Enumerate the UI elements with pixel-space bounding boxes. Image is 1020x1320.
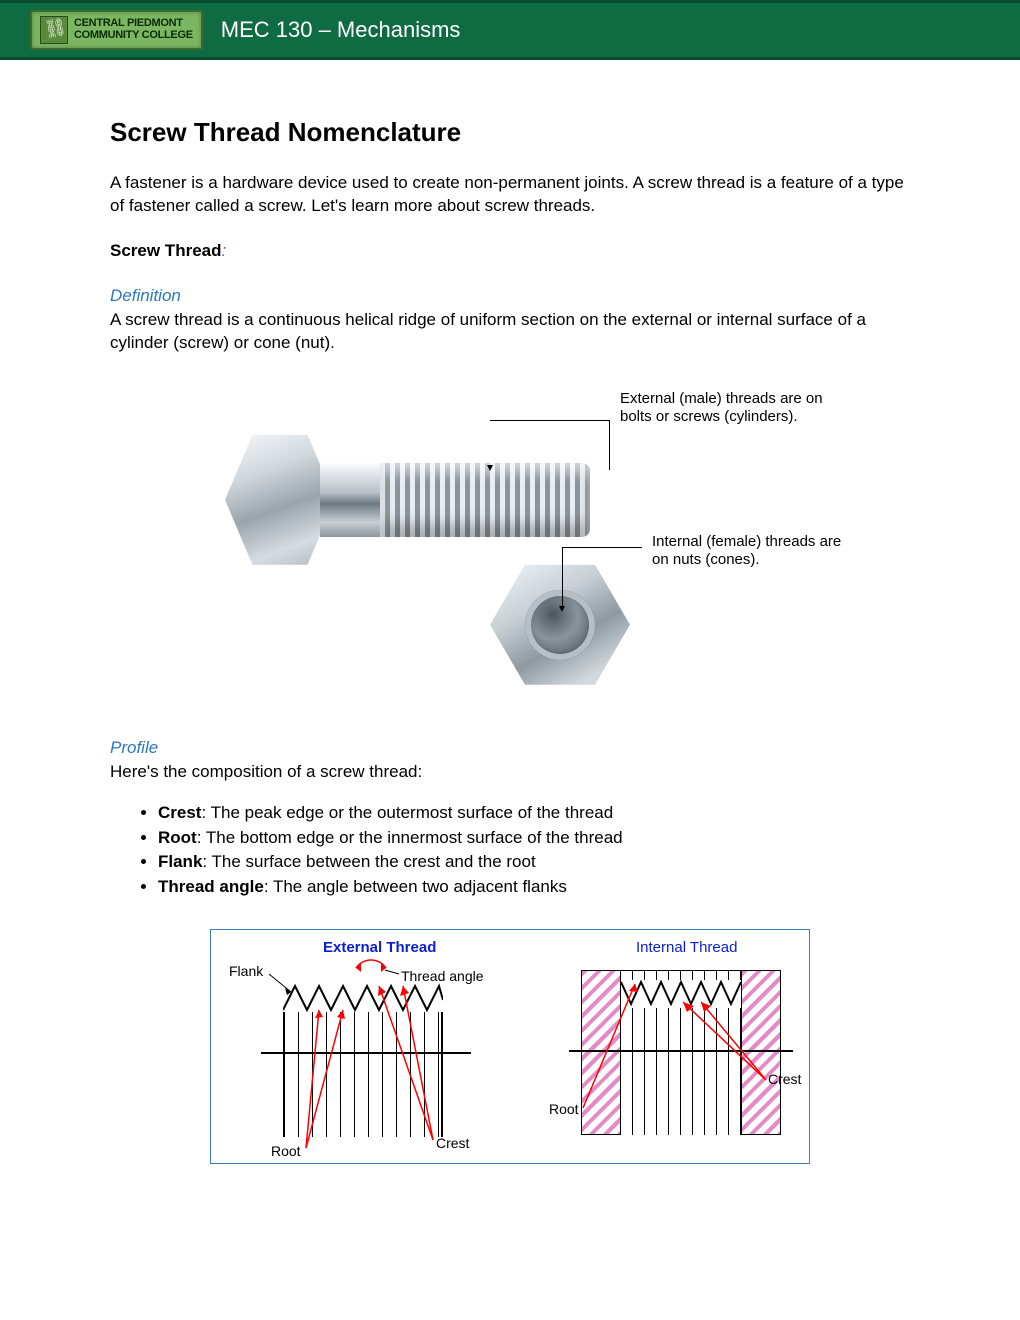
profile-intro: Here's the composition of a screw thread… [110, 761, 910, 784]
root-term: Root [158, 828, 197, 847]
bolt-shank-shape [320, 463, 380, 537]
bolt-head-shape [225, 435, 335, 565]
thread-angle-label: Thread angle [401, 967, 484, 986]
page-content: Screw Thread Nomenclature A fastener is … [0, 60, 1020, 1224]
crest-label-ext: Crest [436, 1134, 469, 1153]
list-item: Thread angle: The angle between two adja… [158, 876, 910, 899]
intro-paragraph: A fastener is a hardware device used to … [110, 172, 910, 218]
page-title: Screw Thread Nomenclature [110, 115, 910, 150]
thread-profile-figure: External Thread Internal Thread Flank Th… [210, 929, 810, 1164]
list-item: Crest: The peak edge or the outermost su… [158, 802, 910, 825]
definition-block: Definition A screw thread is a continuou… [110, 285, 910, 355]
profile-block: Profile Here's the composition of a scre… [110, 737, 910, 900]
crest-term: Crest [158, 803, 201, 822]
definition-text: A screw thread is a continuous helical r… [110, 309, 910, 355]
flank-term: Flank [158, 852, 202, 871]
crest-desc: : The peak edge or the outermost surface… [201, 803, 613, 822]
callout-external: External (male) threads are on bolts or … [620, 390, 830, 428]
root-desc: : The bottom edge or the innermost surfa… [197, 828, 623, 847]
callout-line-external [490, 420, 610, 470]
callout-line-internal [562, 547, 642, 607]
internal-thread-title: Internal Thread [636, 938, 737, 958]
chain-icon [40, 16, 68, 44]
course-title: MEC 130 – Mechanisms [221, 17, 461, 43]
list-item: Flank: The surface between the crest and… [158, 851, 910, 874]
logo-line2: COMMUNITY COLLEGE [74, 29, 193, 41]
logo-line1: CENTRAL PIEDMONT [74, 17, 183, 29]
logo-text: CENTRAL PIEDMONT COMMUNITY COLLEGE [74, 18, 193, 41]
bolt-thread-shape [380, 463, 590, 537]
section-heading: Screw Thread: [110, 240, 910, 263]
flank-label: Flank [229, 962, 263, 981]
root-label-int: Root [549, 1100, 579, 1119]
flank-desc: : The surface between the crest and the … [202, 852, 535, 871]
root-label-ext: Root [271, 1142, 301, 1161]
college-logo: CENTRAL PIEDMONT COMMUNITY COLLEGE [30, 10, 203, 50]
crest-label-int: Crest [768, 1070, 801, 1089]
list-item: Root: The bottom edge or the innermost s… [158, 827, 910, 850]
profile-heading: Profile [110, 737, 910, 760]
internal-thread-drawing [581, 970, 781, 1135]
external-thread-title: External Thread [323, 938, 436, 958]
angle-desc: : The angle between two adjacent flanks [264, 877, 567, 896]
external-thread-drawing [261, 982, 481, 1137]
callout-internal: Internal (female) threads are on nuts (c… [652, 533, 842, 571]
header-bar: CENTRAL PIEDMONT COMMUNITY COLLEGE MEC 1… [0, 0, 1020, 60]
section-label: Screw Thread [110, 241, 222, 260]
profile-list: Crest: The peak edge or the outermost su… [158, 802, 910, 900]
angle-term: Thread angle [158, 877, 264, 896]
bolt-nut-figure: External (male) threads are on bolts or … [190, 375, 830, 715]
definition-heading: Definition [110, 285, 910, 308]
